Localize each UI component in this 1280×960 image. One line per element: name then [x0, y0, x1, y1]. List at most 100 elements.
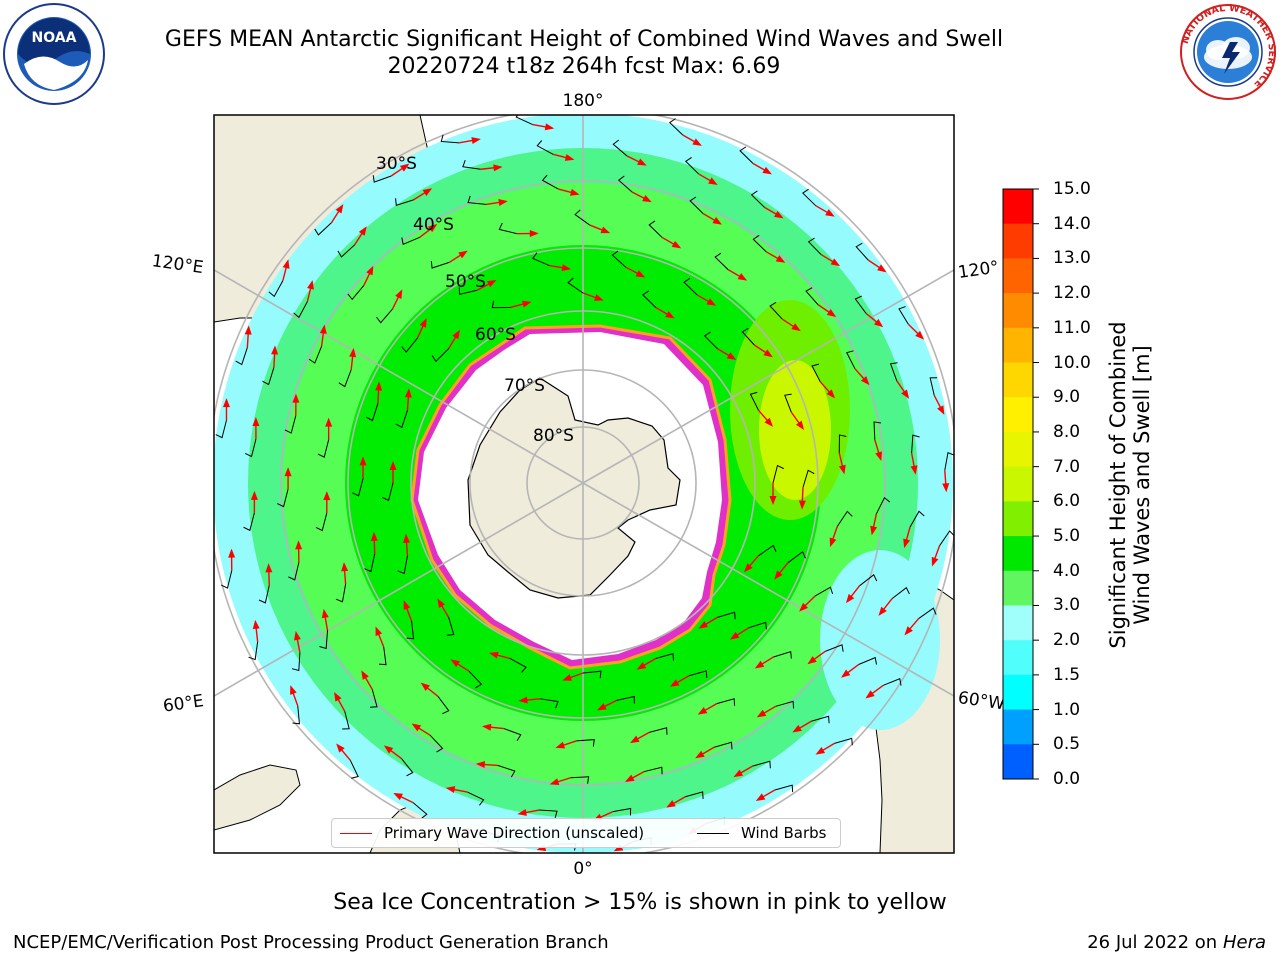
colorbar-tick-label-11: 4.0	[1053, 560, 1081, 581]
wave-arrow-head-10	[452, 329, 460, 340]
wind-barb-67	[347, 285, 365, 301]
wind-barb-74	[805, 287, 819, 305]
wave-arrow-head-83	[445, 786, 456, 794]
wind-barb-65	[284, 415, 297, 434]
wind-barb-59	[497, 764, 516, 778]
wave-arrow-head-113	[252, 619, 260, 630]
wave-arrow-head-121	[544, 123, 555, 131]
wind-barb-33	[802, 469, 815, 488]
wind-barb-34	[773, 650, 792, 659]
wave-arrow-head-117	[282, 259, 290, 269]
wave-arrow-head-57	[624, 774, 635, 782]
wave-arrow-head-9	[404, 388, 412, 398]
wind-barb-110	[412, 802, 428, 819]
wind-barb-56	[714, 741, 733, 750]
wave-arrow-head-45	[395, 289, 403, 299]
wind-barb-0	[772, 464, 784, 484]
wind-barb-89	[245, 438, 257, 458]
colorbar-segment-5	[1003, 362, 1033, 398]
wave-arrow-head-123	[762, 166, 772, 175]
wind-barb-13	[642, 290, 657, 308]
wave-arrow-head-2	[698, 621, 708, 629]
wave-arrow-head-46	[458, 250, 468, 259]
wave-arrow-head-29	[635, 270, 646, 278]
wind-barb-39	[437, 696, 450, 715]
wind-barb-31	[741, 327, 755, 346]
wave-arrow-head-54	[829, 537, 837, 548]
wind-barb-111	[349, 760, 359, 779]
colorbar-label-line1: Significant Height of Combined	[1106, 321, 1130, 649]
wind-barb-23	[364, 553, 376, 573]
meridian-60e	[214, 482, 584, 697]
wind-barb-28	[532, 252, 550, 267]
wave-arrow-head-96	[637, 158, 647, 166]
colorbar-tick-label-10: 5.0	[1053, 526, 1081, 547]
wave-arrow-head-103	[903, 538, 910, 549]
wave-arrow-head-122	[692, 138, 702, 146]
wind-barb-62	[319, 630, 329, 650]
colorbar-tick-label-0: 15.0	[1053, 179, 1091, 199]
wave-arrow-head-69	[498, 199, 508, 206]
colorbar-segment-3	[1003, 293, 1033, 329]
colorbar-tick-label-14: 1.5	[1053, 664, 1081, 685]
wind-barb-122	[668, 118, 684, 136]
legend-swatch-wave	[340, 833, 372, 834]
wave-arrow-head-64	[284, 467, 292, 477]
wind-barb-38	[503, 728, 522, 742]
wind-barb-9	[395, 410, 408, 429]
wind-barb-99	[807, 237, 822, 256]
wind-barb-75	[846, 350, 856, 369]
footer-date: 26 Jul 2022 on Hera	[1087, 932, 1266, 953]
wave-arrow-head-56	[695, 750, 705, 759]
wind-barb-96	[612, 139, 628, 157]
wind-barb-8	[382, 482, 394, 502]
wave-arrow-head-20	[518, 696, 528, 704]
wind-barb-16	[787, 551, 806, 563]
wave-arrow-head-40	[375, 626, 383, 637]
wave-arrow-head-65	[292, 393, 300, 403]
wave-arrow-head-1	[744, 563, 753, 573]
lat-label-50s: 50°S	[445, 272, 486, 292]
wave-arrow-head-37	[555, 741, 566, 749]
wave-arrow-head-85	[334, 692, 342, 702]
wave-arrow-head-88	[250, 490, 258, 500]
wave-arrow-head-115	[222, 398, 230, 408]
wave-arrow-head-79	[807, 656, 817, 665]
wind-barb-27	[458, 287, 478, 295]
wind-barb-124	[802, 188, 817, 207]
colorbar-tick-label-1: 14.0	[1053, 213, 1091, 234]
wind-barb-2	[717, 611, 736, 620]
wave-arrow-head-84	[383, 745, 394, 754]
wave-arrow-head-42	[323, 491, 331, 501]
wave-arrow-head-23	[370, 531, 378, 542]
wind-barb-48	[574, 209, 591, 226]
colorbar-tick-label-15: 1.0	[1053, 699, 1081, 720]
wave-arrow-head-110	[393, 793, 403, 801]
wind-barb-52	[811, 363, 821, 383]
lat-label-40s: 40°S	[413, 215, 454, 235]
wind-barb-19	[616, 695, 635, 704]
wave-arrow-head-13	[665, 310, 675, 319]
colorbar-segment-7	[1003, 431, 1033, 468]
wave-arrow-head-91	[307, 280, 314, 290]
wave-arrow-head-14	[726, 352, 737, 360]
wave-arrow-head-25	[375, 381, 383, 391]
wind-barb-76	[873, 421, 882, 440]
wave-arrow-head-73	[775, 255, 786, 263]
wind-barb-130	[918, 607, 937, 619]
colorbar-segment-10	[1003, 536, 1033, 572]
wave-arrow-head-97	[708, 177, 718, 185]
wind-barb-127	[929, 377, 938, 396]
wind-barb-4	[582, 670, 602, 679]
wave-arrow-head-101	[901, 389, 910, 399]
wind-barb-104	[891, 586, 910, 600]
wind-barb-42	[315, 512, 328, 532]
wind-barb-128	[944, 451, 954, 471]
wind-barb-21	[468, 670, 483, 689]
wind-barb-1	[758, 544, 777, 557]
wave-arrow-head-35	[697, 707, 708, 715]
wind-barb-58	[570, 776, 590, 784]
wave-arrow-head-119	[399, 163, 410, 172]
wave-arrow-head-92	[358, 226, 367, 236]
wind-barb-45	[376, 308, 393, 324]
